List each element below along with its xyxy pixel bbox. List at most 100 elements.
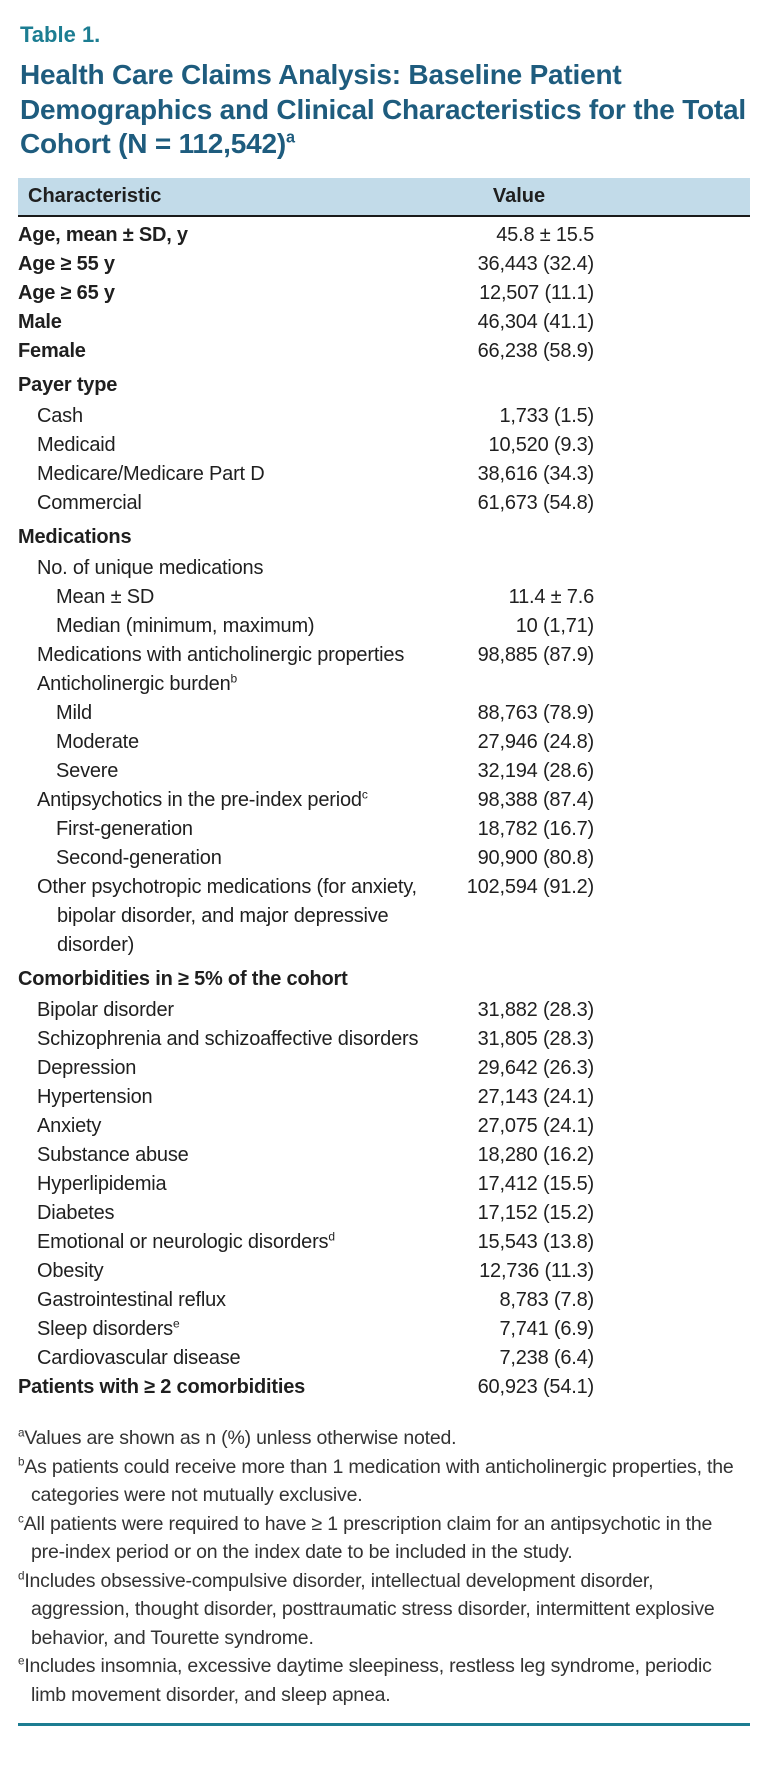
table-row: Medications with anticholinergic propert… bbox=[18, 641, 750, 670]
row-value: 36,443 (32.4) bbox=[477, 253, 595, 276]
table-header-row: Characteristic Value bbox=[18, 178, 750, 218]
row-value: 98,388 (87.4) bbox=[477, 789, 595, 812]
row-label: Cardiovascular disease bbox=[37, 1347, 241, 1370]
row-label: Moderate bbox=[56, 731, 139, 754]
row-label: Cash bbox=[37, 405, 83, 428]
row-value: 31,882 (28.3) bbox=[477, 999, 595, 1022]
table-row: Medicaid 10,520 (9.3) bbox=[18, 431, 750, 460]
row-label: Mean ± SD bbox=[56, 586, 155, 609]
table-row: Male 46,304 (41.1) bbox=[18, 308, 750, 337]
table-row: Mild 88,763 (78.9) bbox=[18, 699, 750, 728]
table-number-label: Table 1. bbox=[20, 22, 101, 47]
row-label: Obesity bbox=[37, 1260, 104, 1283]
row-value: 88,763 (78.9) bbox=[477, 702, 595, 725]
table-row: Patients with ≥ 2 comorbidities 60,923 (5… bbox=[18, 1373, 750, 1402]
row-value: 66,238 (58.9) bbox=[477, 340, 595, 363]
page: Table 1. Health Care Claims Analysis: Ba… bbox=[18, 22, 750, 1727]
row-label: Medicare/Medicare Part D bbox=[37, 463, 265, 486]
table-row: Sleep disorderse 7,741 (6.9) bbox=[18, 1315, 750, 1344]
row-value: 27,143 (24.1) bbox=[477, 1086, 595, 1109]
row-label: Comorbidities in ≥ 5% of the cohort bbox=[18, 968, 348, 991]
title-text: Health Care Claims Analysis: Baseline Pa… bbox=[20, 59, 746, 160]
row-value: 27,075 (24.1) bbox=[477, 1115, 595, 1138]
table-row: Emotional or neurologic disordersd 15,543… bbox=[18, 1228, 750, 1257]
table-row: Diabetes 17,152 (15.2) bbox=[18, 1199, 750, 1228]
table-row: Medicare/Medicare Part D 38,616 (34.3) bbox=[18, 460, 750, 489]
row-value: 46,304 (41.1) bbox=[477, 311, 595, 334]
row-value: 27,946 (24.8) bbox=[477, 731, 595, 754]
footnote: aValues are shown as n (%) unless otherw… bbox=[18, 1426, 457, 1450]
footnote-marker: a bbox=[18, 1426, 25, 1440]
table-row: Female 66,238 (58.9) bbox=[18, 337, 750, 366]
row-value: 11.4 ± 7.6 bbox=[508, 586, 595, 609]
table-row: Comorbidities in ≥ 5% of the cohort bbox=[18, 965, 750, 994]
footnote-marker: b bbox=[230, 671, 238, 686]
footnote: dIncludes obsessive-compulsive disorder,… bbox=[18, 1569, 715, 1649]
table-row: Median (minimum, maximum) 10 (1,71) bbox=[18, 612, 750, 641]
row-value: 17,412 (15.5) bbox=[477, 1173, 595, 1196]
row-label: Substance abuse bbox=[37, 1144, 189, 1167]
page-title: Health Care Claims Analysis: Baseline Pa… bbox=[20, 58, 750, 162]
row-label: Medicaid bbox=[37, 434, 116, 457]
footnote-marker: d bbox=[328, 1229, 335, 1244]
row-label: Severe bbox=[56, 760, 119, 783]
row-label: Age, mean ± SD, y bbox=[18, 224, 188, 247]
row-value: 8,783 (7.8) bbox=[499, 1289, 594, 1312]
title-superscript: a bbox=[285, 129, 295, 148]
column-header-characteristic: Characteristic bbox=[28, 185, 162, 208]
table-row: Antipsychotics in the pre-index periodc 9… bbox=[18, 786, 750, 815]
footnote-marker: d bbox=[18, 1569, 25, 1583]
row-label: Antipsychotics in the pre-index periodc bbox=[37, 787, 368, 812]
row-value: 32,194 (28.6) bbox=[477, 760, 595, 783]
row-value: 1,733 (1.5) bbox=[499, 405, 594, 428]
table-row: Commercial 61,673 (54.8) bbox=[18, 489, 750, 518]
row-value: 31,805 (28.3) bbox=[477, 1028, 595, 1051]
row-value: 7,741 (6.9) bbox=[499, 1318, 594, 1341]
row-label: Sleep disorderse bbox=[37, 1316, 180, 1341]
row-value: 10 (1,71) bbox=[515, 615, 594, 638]
row-label: Age ≥ 55 y bbox=[18, 253, 115, 276]
row-label: Emotional or neurologic disordersd bbox=[37, 1229, 335, 1254]
row-label: Depression bbox=[37, 1057, 137, 1080]
row-value: 61,673 (54.8) bbox=[477, 492, 595, 515]
row-value: 12,507 (11.1) bbox=[479, 282, 594, 305]
table-row: Gastrointestinal reflux 8,783 (7.8) bbox=[18, 1286, 750, 1315]
footnote-marker: c bbox=[18, 1512, 24, 1526]
footnote: cAll patients were required to have ≥ 1 … bbox=[18, 1512, 713, 1564]
row-label: First-generation bbox=[56, 818, 193, 841]
row-value: 18,782 (16.7) bbox=[477, 818, 595, 841]
table-row: Cash 1,733 (1.5) bbox=[18, 402, 750, 431]
row-label: Mild bbox=[56, 702, 92, 725]
table-row: Substance abuse 18,280 (16.2) bbox=[18, 1141, 750, 1170]
row-value: 38,616 (34.3) bbox=[477, 463, 595, 486]
row-value: 90,900 (80.8) bbox=[477, 847, 595, 870]
footnote-marker: b bbox=[18, 1455, 25, 1469]
table-row: Cardiovascular disease 7,238 (6.4) bbox=[18, 1344, 750, 1373]
table-row: Hyperlipidemia 17,412 (15.5) bbox=[18, 1170, 750, 1199]
table-row: Anticholinergic burdenb bbox=[18, 670, 750, 699]
table-row: Severe 32,194 (28.6) bbox=[18, 757, 750, 786]
row-label: Female bbox=[18, 340, 86, 363]
row-label: Commercial bbox=[37, 492, 142, 515]
footnote-marker: e bbox=[172, 1316, 180, 1331]
row-label: Schizophrenia and schizoaffective disord… bbox=[37, 1028, 419, 1051]
table-row: First-generation 18,782 (16.7) bbox=[18, 815, 750, 844]
table-row: Obesity 12,736 (11.3) bbox=[18, 1257, 750, 1286]
row-label: Hypertension bbox=[37, 1086, 153, 1109]
row-label: Payer type bbox=[18, 374, 118, 397]
row-label: Medications bbox=[18, 526, 132, 549]
row-value: 60,923 (54.1) bbox=[477, 1376, 595, 1399]
footnote: bAs patients could receive more than 1 m… bbox=[18, 1455, 734, 1507]
row-value: 98,885 (87.9) bbox=[477, 644, 595, 667]
row-label: Medications with anticholinergic propert… bbox=[37, 644, 405, 667]
table-row: Moderate 27,946 (24.8) bbox=[18, 728, 750, 757]
footnotes: aValues are shown as n (%) unless otherw… bbox=[18, 1424, 750, 1709]
table-row: Bipolar disorder 31,882 (28.3) bbox=[18, 996, 750, 1025]
table-row: Payer type bbox=[18, 371, 750, 400]
bottom-divider bbox=[18, 1723, 750, 1727]
row-label: Gastrointestinal reflux bbox=[37, 1289, 226, 1312]
table-body: Age, mean ± SD, y 45.8 ± 15.5 Age ≥ 55 y 36… bbox=[18, 217, 750, 1402]
table-row: Anxiety 27,075 (24.1) bbox=[18, 1112, 750, 1141]
table-row: Age ≥ 65 y 12,507 (11.1) bbox=[18, 279, 750, 308]
row-label: Anxiety bbox=[37, 1115, 102, 1138]
